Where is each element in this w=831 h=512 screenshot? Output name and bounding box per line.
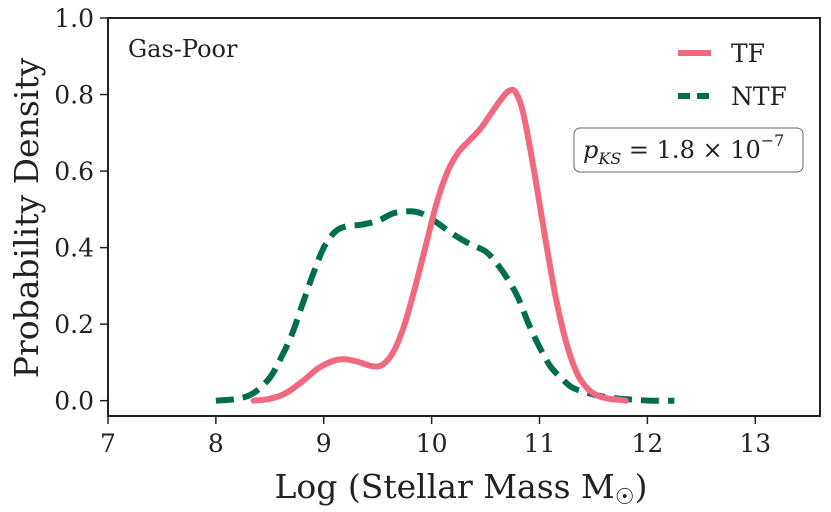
- ks-stat-frame: [573, 127, 804, 173]
- y-tick-label: 0.0: [54, 387, 94, 416]
- plot-frame: [107, 17, 821, 417]
- legend-label-ntf: NTF: [731, 82, 787, 111]
- y-tick-label: 1.0: [54, 4, 94, 33]
- x-tick-label: 11: [524, 429, 556, 458]
- legend-label-tf: TF: [731, 39, 765, 68]
- panel-annotation: Gas-Poor: [128, 35, 238, 63]
- y-tick-label: 0.2: [54, 310, 94, 339]
- x-axis-title: Log (Stellar Mass M☉): [275, 467, 648, 510]
- x-tick-label: 9: [316, 429, 332, 458]
- ks-stat-text: pKS = 1.8 × 10−7: [583, 131, 784, 168]
- x-tick-label: 8: [208, 429, 224, 458]
- x-tick-label: 7: [100, 429, 116, 458]
- ks-stat-box: pKS = 1.8 × 10−7: [573, 127, 804, 173]
- legend: TF NTF: [678, 39, 787, 111]
- y-tick-label: 0.4: [54, 234, 94, 263]
- tick-layer: 7 8 9 10 11 12 13 0.0 0.2 0.4 0.6 0.8 1.0: [54, 4, 771, 458]
- x-tick-label: 12: [631, 429, 663, 458]
- y-tick-label: 0.6: [54, 157, 94, 186]
- x-tick-label: 13: [739, 429, 771, 458]
- y-tick-label: 0.8: [54, 81, 94, 110]
- x-tick-label: 10: [416, 429, 448, 458]
- y-axis-title: Probability Density: [7, 57, 46, 378]
- series-layer: [215, 86, 675, 404]
- series-line-tf: [250, 86, 629, 404]
- series-line-ntf: [215, 208, 675, 404]
